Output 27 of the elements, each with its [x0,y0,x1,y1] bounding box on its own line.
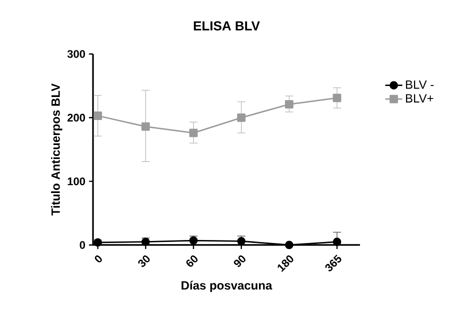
x-tick-label: 0 [94,255,102,262]
x-axis-title: Días posvacuna [182,280,272,292]
point [189,128,198,138]
point [189,236,198,245]
point [141,122,150,131]
x-tick-label: 30 [138,255,150,267]
chart-title: ELISA BLV [194,21,260,30]
point [94,238,102,247]
x-tick-label: 90 [234,255,246,267]
point [237,113,246,122]
point [141,238,150,246]
point [332,94,342,102]
y-tick-label: 100 [68,177,86,186]
x-tick-label: 180 [278,255,294,272]
legend-label: BLV - [406,80,434,89]
y-axis-title: Titulo Anticuerpos BLV [51,83,62,216]
y-tick-label: 0 [80,241,86,249]
y-tick-label: 200 [67,114,86,122]
point [284,100,294,108]
point [332,238,342,246]
x-tick-label: 60 [186,255,198,267]
point [237,236,246,246]
point [284,240,294,250]
x-tick-label: 365 [325,254,342,272]
y-tick-label: 300 [67,50,86,58]
point [94,112,102,120]
legend-label: BLV+ [406,94,434,102]
